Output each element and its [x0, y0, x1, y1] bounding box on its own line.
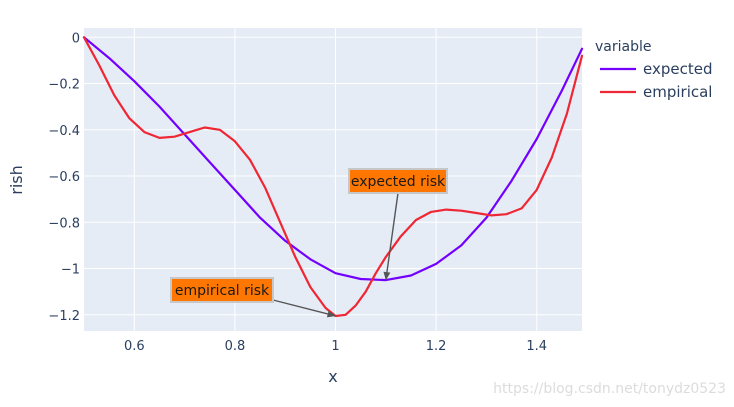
annotation-label: expected risk	[351, 174, 446, 190]
x-tick-label: 0.8	[225, 339, 246, 354]
y-tick-labels: 0 −0.2 −0.4 −0.6 −0.8 −1 −1.2	[48, 31, 80, 324]
x-tick-label: 1.2	[426, 339, 447, 354]
annotation-arrow	[272, 299, 336, 317]
legend-label-empirical: empirical	[643, 83, 712, 101]
legend-title: variable	[595, 39, 651, 55]
x-tick-label: 1	[331, 339, 339, 354]
annotations: expected risk empirical risk	[170, 168, 448, 318]
series-lines	[82, 36, 584, 318]
plot-area	[84, 28, 582, 331]
y-tick-label: −0.4	[48, 124, 80, 139]
annotation-arrowhead	[383, 271, 391, 281]
annotation-box	[348, 168, 448, 194]
series-line-expected	[82, 36, 584, 282]
y-tick-label: −1	[61, 263, 80, 278]
x-tick-labels: 0.6 0.8 1 1.2 1.4	[124, 339, 547, 354]
y-tick-label: −0.6	[48, 170, 80, 185]
x-tick-label: 0.6	[124, 339, 145, 354]
y-tick-label: −1.2	[48, 309, 80, 324]
y-tick-label: 0	[72, 31, 80, 46]
annotation-arrow	[385, 192, 399, 281]
watermark: https://blog.csdn.net/tonydz0523	[493, 381, 726, 397]
annotation-box	[170, 277, 274, 303]
annotation-label: empirical risk	[175, 283, 270, 299]
series-line-empirical	[82, 36, 584, 318]
x-axis-title: x	[328, 367, 337, 386]
y-tick-label: −0.2	[48, 78, 80, 93]
annotation-arrowhead	[326, 310, 336, 318]
legend-label-expected: expected	[643, 60, 712, 78]
x-tick-label: 1.4	[526, 339, 547, 354]
grid-lines	[84, 28, 582, 331]
y-axis-title: rish	[7, 165, 26, 195]
legend: variable expected empirical	[595, 39, 712, 101]
y-tick-label: −0.8	[48, 216, 80, 231]
